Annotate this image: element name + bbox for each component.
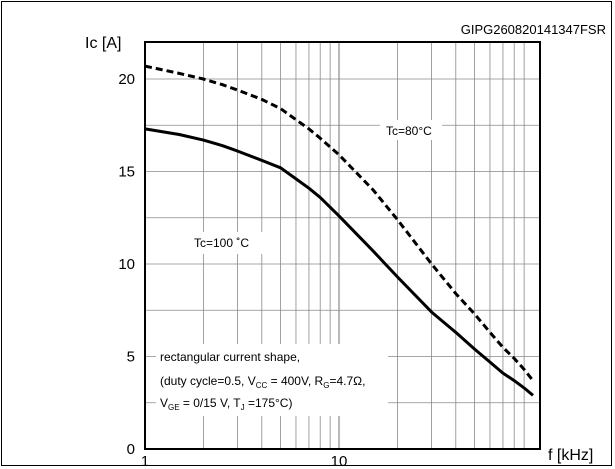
series-line-tc80 (144, 64, 535, 382)
y-tick-label: 0 (127, 441, 135, 458)
x-axis-label: f [kHz] (548, 447, 593, 464)
note-line-1: rectangular current shape, (160, 350, 300, 364)
tick-labels: 0 5 10 15 20 1 10 (118, 71, 347, 469)
series-label-tc80: Tc=80°C (386, 124, 432, 138)
note-line-2: (duty cycle=0.5, VCC = 400V, RG=4.7Ω, (160, 374, 365, 390)
series-group (144, 64, 535, 397)
plot-area-border (144, 41, 541, 450)
series-label-tc100: Tc=100 ˚C (194, 236, 249, 250)
y-axis-label: Ic [A] (85, 35, 121, 52)
y-tick-label: 15 (118, 164, 135, 181)
label-80-bg (380, 120, 442, 140)
y-tick-label: 20 (118, 71, 135, 88)
x-tick-label: 10 (331, 453, 348, 469)
label-100-bg (188, 232, 274, 254)
note-line-3: VGE = 0/15 V, TJ =175°C) (160, 396, 292, 412)
y-tick-label: 5 (127, 349, 135, 366)
x-tick-label: 1 (141, 453, 149, 469)
figure-code: GIPG260820141347FSR (461, 22, 606, 37)
series-line-tc100 (144, 127, 534, 397)
y-tick-label: 10 (118, 256, 135, 273)
note-bg (156, 344, 388, 416)
